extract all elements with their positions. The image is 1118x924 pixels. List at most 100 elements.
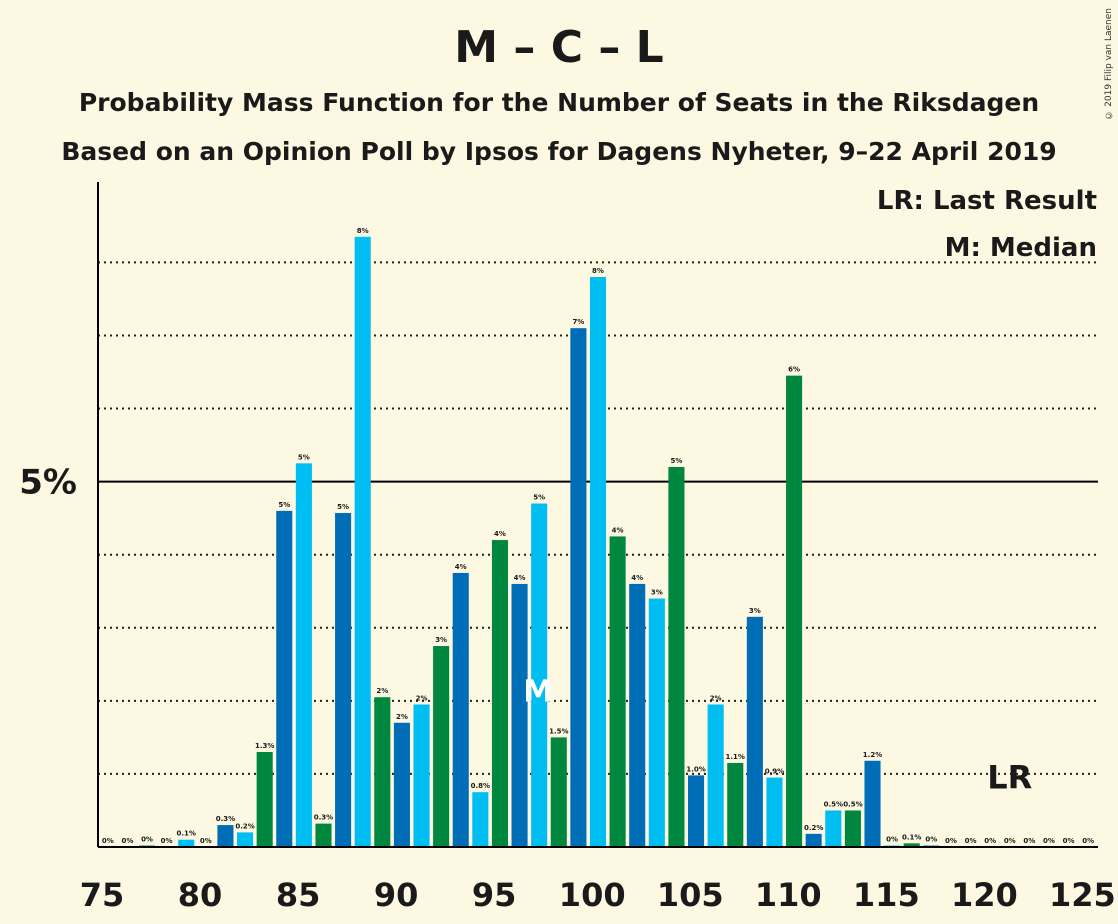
bar-value-label: 0% xyxy=(1004,837,1016,845)
bar xyxy=(433,646,450,847)
bar xyxy=(668,467,685,847)
bar xyxy=(413,704,430,847)
bar-value-label: 2% xyxy=(396,713,408,721)
bar-value-label: 8% xyxy=(592,267,604,275)
bar xyxy=(335,513,352,847)
bar-value-label: 1.2% xyxy=(863,751,882,759)
bar xyxy=(178,839,195,847)
bar xyxy=(844,810,861,847)
bar-value-label: 0% xyxy=(161,837,173,845)
legend-last-result: LR: Last Result xyxy=(877,186,1097,216)
bar xyxy=(374,697,391,847)
bar-value-label: 1.0% xyxy=(686,765,705,773)
bar-value-label: 0% xyxy=(886,836,898,844)
x-tick-label: 120 xyxy=(951,876,1018,914)
bar-value-label: 0% xyxy=(984,837,996,845)
x-tick-label: 100 xyxy=(559,876,626,914)
bar-value-label: 0% xyxy=(121,837,133,845)
bar xyxy=(805,833,822,847)
bar xyxy=(825,810,842,847)
x-tick-label: 85 xyxy=(276,876,321,914)
bar xyxy=(393,722,410,847)
legend-median: M: Median xyxy=(945,233,1097,263)
bar-value-label: 4% xyxy=(494,530,506,538)
bar xyxy=(746,616,763,847)
x-tick-label: 90 xyxy=(374,876,419,914)
bar-value-label: 0% xyxy=(1023,837,1035,845)
bar-value-label: 5% xyxy=(278,501,290,509)
bar-value-label: 0% xyxy=(1043,837,1055,845)
x-tick-label: 75 xyxy=(80,876,125,914)
bar-value-label: 0% xyxy=(945,837,957,845)
bar-value-label: 5% xyxy=(298,453,310,461)
bar-value-label: 0% xyxy=(200,837,212,845)
bar-value-label: 4% xyxy=(612,526,624,534)
bar-value-label: 4% xyxy=(631,574,643,582)
bar-value-label: 0.3% xyxy=(216,815,235,823)
bar xyxy=(256,752,273,847)
bar-value-label: 3% xyxy=(749,607,761,615)
bar xyxy=(237,832,254,847)
bar xyxy=(315,823,332,847)
bar xyxy=(688,775,705,847)
bar xyxy=(276,510,293,847)
x-tick-label: 110 xyxy=(755,876,822,914)
bar-value-label: 0.2% xyxy=(804,824,823,832)
x-tick-label: 80 xyxy=(178,876,223,914)
bar xyxy=(550,737,567,847)
bar xyxy=(766,777,783,847)
bar xyxy=(570,328,587,848)
chart-subtitle-source: Based on an Opinion Poll by Ipsos for Da… xyxy=(61,137,1057,166)
bar xyxy=(491,540,508,847)
y-tick-label: 5% xyxy=(19,463,77,503)
bar-value-label: 0% xyxy=(925,836,937,844)
last-result-marker: LR xyxy=(987,758,1032,796)
x-tick-label: 95 xyxy=(472,876,517,914)
bar xyxy=(707,704,724,847)
bar-value-label: 7% xyxy=(572,318,584,326)
bar-value-label: 0% xyxy=(1082,837,1094,845)
bar-value-label: 5% xyxy=(337,503,349,511)
bar-value-label: 4% xyxy=(455,563,467,571)
bar-value-label: 0.9% xyxy=(765,768,784,776)
bar-value-label: 0% xyxy=(965,837,977,845)
bar xyxy=(648,598,665,847)
chart-title: M – C – L xyxy=(454,22,664,73)
bar xyxy=(452,572,469,847)
bar-value-label: 1.1% xyxy=(726,753,745,761)
bar xyxy=(903,843,920,847)
bar-value-label: 0.5% xyxy=(824,800,843,808)
bar-value-label: 1.5% xyxy=(549,727,568,735)
bar xyxy=(629,583,646,847)
chart-subtitle: Probability Mass Function for the Number… xyxy=(78,88,1040,117)
bar-value-label: 0.1% xyxy=(902,833,921,841)
bar xyxy=(589,277,607,847)
bar-value-label: 4% xyxy=(514,574,526,582)
bar-value-label: 2% xyxy=(710,695,722,703)
bar xyxy=(531,503,548,847)
bar-value-label: 0.3% xyxy=(314,814,333,822)
bar xyxy=(354,236,371,848)
bar-value-label: 0.1% xyxy=(177,830,196,838)
bar xyxy=(609,536,626,847)
bar-value-label: 3% xyxy=(651,589,663,597)
bar-value-label: 0% xyxy=(141,836,153,844)
bar xyxy=(472,792,489,847)
bar-value-label: 0% xyxy=(1063,837,1075,845)
bar-value-label: 8% xyxy=(357,227,369,235)
bar-value-label: 5% xyxy=(533,494,545,502)
bar xyxy=(295,463,312,847)
bar-value-label: 5% xyxy=(670,457,682,465)
bar xyxy=(511,583,528,847)
bar-value-label: 6% xyxy=(788,366,800,374)
bar xyxy=(786,375,803,847)
x-tick-label: 105 xyxy=(657,876,724,914)
bar-value-label: 1.3% xyxy=(255,742,274,750)
x-tick-label: 115 xyxy=(853,876,920,914)
bar xyxy=(727,762,744,847)
x-tick-label: 125 xyxy=(1049,876,1116,914)
bar-value-label: 2% xyxy=(376,687,388,695)
bar-value-label: 0.2% xyxy=(235,822,254,830)
bar-value-label: 0.8% xyxy=(471,782,490,790)
